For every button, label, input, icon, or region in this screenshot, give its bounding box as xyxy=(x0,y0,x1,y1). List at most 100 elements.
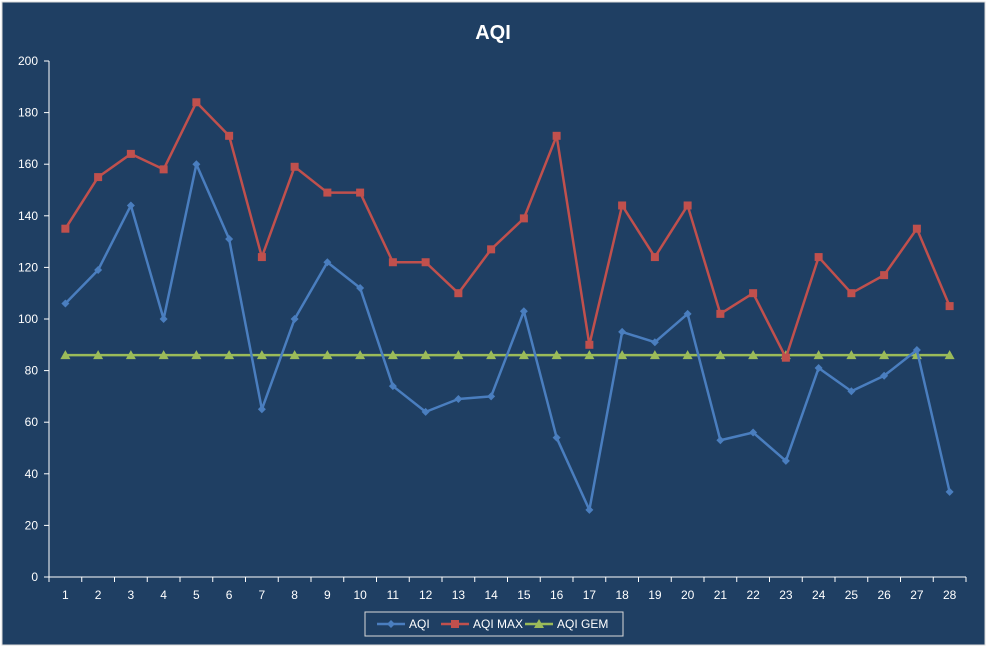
data-point-aqi xyxy=(159,315,168,323)
x-tick-label: 2 xyxy=(95,588,102,602)
legend-box xyxy=(364,611,624,637)
data-point-aqi-gem xyxy=(715,350,726,360)
data-point-aqi xyxy=(847,387,856,396)
data-point-aqi-gem xyxy=(813,350,824,360)
x-tick-label: 9 xyxy=(324,588,331,602)
x-tick-label: 4 xyxy=(160,588,167,602)
data-point-aqi-max xyxy=(618,201,627,210)
data-point-aqi-gem xyxy=(486,350,497,360)
data-point-aqi-gem xyxy=(322,350,333,360)
x-tick-label: 1 xyxy=(62,588,69,602)
data-point-aqi xyxy=(290,315,299,323)
data-point-aqi xyxy=(749,428,758,437)
data-point-aqi xyxy=(192,160,201,169)
data-point-aqi-max xyxy=(454,289,463,298)
data-point-aqi xyxy=(388,382,397,391)
data-point-aqi-max xyxy=(716,309,725,318)
data-point-aqi-max xyxy=(519,214,528,223)
data-point-aqi xyxy=(454,394,463,403)
data-point-aqi xyxy=(683,309,692,318)
series-line-aqi xyxy=(64,162,951,512)
y-tick-label: 80 xyxy=(25,364,39,378)
data-point-aqi-gem xyxy=(224,350,235,360)
data-point-aqi xyxy=(421,407,430,416)
x-tick-label: 12 xyxy=(419,588,433,602)
data-point-aqi xyxy=(126,201,135,210)
x-tick-label: 16 xyxy=(550,588,564,602)
y-tick-label: 60 xyxy=(25,415,39,429)
legend-marker-aqi xyxy=(387,620,395,628)
x-tick-label: 19 xyxy=(648,588,662,602)
data-point-aqi-max xyxy=(94,173,103,182)
x-tick-label: 5 xyxy=(193,588,200,602)
data-point-aqi xyxy=(356,284,365,293)
data-point-aqi-max xyxy=(388,258,397,267)
data-point-aqi-max xyxy=(356,188,365,197)
data-point-aqi xyxy=(257,405,266,414)
data-point-aqi-gem xyxy=(682,350,693,360)
data-point-aqi-max xyxy=(880,271,889,280)
data-point-aqi-gem xyxy=(93,350,104,360)
legend-marker-aqi-max xyxy=(451,620,459,628)
legend-marker-aqi-gem xyxy=(534,619,544,628)
data-point-aqi-gem xyxy=(944,350,955,360)
x-tick-label: 15 xyxy=(517,588,531,602)
y-tick-label: 40 xyxy=(25,467,39,481)
data-point-aqi xyxy=(94,265,103,274)
data-point-aqi-max xyxy=(781,353,790,362)
data-point-aqi-max xyxy=(323,188,332,197)
data-point-aqi-gem xyxy=(60,350,71,360)
data-point-aqi-max xyxy=(814,253,823,262)
data-point-aqi-gem xyxy=(387,350,398,360)
x-tick-label: 6 xyxy=(226,588,233,602)
data-point-aqi xyxy=(618,327,627,336)
data-point-aqi xyxy=(880,371,889,380)
data-point-aqi-max xyxy=(912,224,921,233)
x-tick-label: 22 xyxy=(746,588,760,602)
data-point-aqi xyxy=(814,364,823,373)
legend-label-aqi-max: AQI MAX xyxy=(473,617,523,631)
x-tick-label: 28 xyxy=(943,588,957,602)
data-point-aqi xyxy=(225,235,234,244)
data-point-aqi-gem xyxy=(748,350,759,360)
y-tick-label: 120 xyxy=(18,260,38,274)
x-tick-label: 27 xyxy=(910,588,924,602)
x-tick-label: 21 xyxy=(714,588,728,602)
data-point-aqi xyxy=(487,392,496,401)
data-point-aqi-max xyxy=(225,131,234,140)
data-point-aqi-gem xyxy=(649,350,660,360)
y-tick-label: 140 xyxy=(18,209,38,223)
data-point-aqi-gem xyxy=(420,350,431,360)
data-point-aqi xyxy=(716,436,725,445)
x-tick-label: 8 xyxy=(291,588,298,602)
data-point-aqi-max xyxy=(552,131,561,140)
x-tick-label: 20 xyxy=(681,588,695,602)
data-point-aqi-gem xyxy=(125,350,136,360)
data-point-aqi-gem xyxy=(158,350,169,360)
x-tick-label: 24 xyxy=(812,588,826,602)
y-tick-label: 100 xyxy=(18,312,38,326)
y-tick-label: 0 xyxy=(31,570,38,584)
x-tick-label: 11 xyxy=(387,588,400,602)
data-point-aqi-max xyxy=(126,149,135,158)
data-point-aqi xyxy=(945,487,954,496)
data-point-aqi-max xyxy=(683,201,692,210)
data-point-aqi xyxy=(912,345,921,354)
data-point-aqi xyxy=(519,307,528,316)
data-point-aqi-gem xyxy=(355,350,366,360)
data-point-aqi-max xyxy=(192,98,201,107)
legend-label-aqi-gem: AQI GEM xyxy=(557,617,608,631)
data-point-aqi-gem xyxy=(617,350,628,360)
data-point-aqi-max xyxy=(290,162,299,171)
x-tick-label: 14 xyxy=(484,588,498,602)
data-point-aqi-max xyxy=(61,224,70,233)
series-line-aqi-max xyxy=(64,101,951,359)
data-point-aqi-gem xyxy=(846,350,857,360)
data-point-aqi xyxy=(552,433,561,442)
y-tick-label: 20 xyxy=(25,518,39,532)
data-point-aqi-max xyxy=(585,340,594,349)
legend: AQI AQI MAX AQI GEM xyxy=(364,611,624,637)
